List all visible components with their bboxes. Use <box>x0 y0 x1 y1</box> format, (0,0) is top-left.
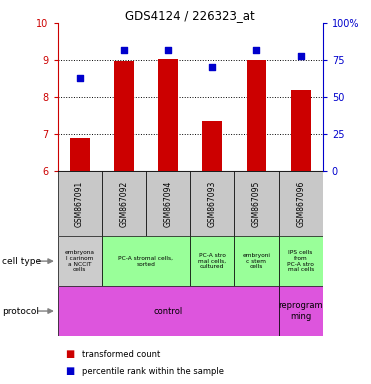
Text: ■: ■ <box>65 349 74 359</box>
Bar <box>279 236 323 286</box>
Text: GSM867092: GSM867092 <box>119 180 128 227</box>
Text: percentile rank within the sample: percentile rank within the sample <box>82 367 224 376</box>
Text: control: control <box>153 306 183 316</box>
Point <box>121 46 127 53</box>
Bar <box>246 60 266 171</box>
Text: PC-A stromal cells,
sorted: PC-A stromal cells, sorted <box>118 256 173 266</box>
Bar <box>234 171 279 236</box>
Bar <box>279 171 323 236</box>
Bar <box>190 171 234 236</box>
Bar <box>114 61 134 171</box>
Text: IPS cells
from
PC-A stro
mal cells: IPS cells from PC-A stro mal cells <box>287 250 314 272</box>
Bar <box>158 59 178 171</box>
Text: GSM867091: GSM867091 <box>75 180 84 227</box>
Point <box>253 46 259 53</box>
Bar <box>190 236 234 286</box>
Title: GDS4124 / 226323_at: GDS4124 / 226323_at <box>125 9 255 22</box>
Text: ■: ■ <box>65 366 74 376</box>
Bar <box>202 121 222 171</box>
Text: GSM867094: GSM867094 <box>164 180 173 227</box>
Text: transformed count: transformed count <box>82 350 160 359</box>
Bar <box>102 236 190 286</box>
Point <box>165 46 171 53</box>
Bar <box>58 236 102 286</box>
Text: embryona
l carinom
a NCCIT
cells: embryona l carinom a NCCIT cells <box>65 250 95 272</box>
Text: GSM867096: GSM867096 <box>296 180 305 227</box>
Point <box>77 74 83 81</box>
Bar <box>70 138 89 171</box>
Bar <box>291 90 311 171</box>
Text: reprogram
ming: reprogram ming <box>278 301 323 321</box>
Bar <box>279 286 323 336</box>
Text: cell type: cell type <box>2 257 41 266</box>
Bar <box>58 286 279 336</box>
Text: GSM867093: GSM867093 <box>208 180 217 227</box>
Bar <box>146 171 190 236</box>
Point <box>209 65 215 71</box>
Bar <box>102 171 146 236</box>
Bar <box>234 236 279 286</box>
Point <box>298 53 303 59</box>
Bar <box>58 171 102 236</box>
Text: GSM867095: GSM867095 <box>252 180 261 227</box>
Text: PC-A stro
mal cells,
cultured: PC-A stro mal cells, cultured <box>198 253 226 270</box>
Text: protocol: protocol <box>2 306 39 316</box>
Text: embryoni
c stem
cells: embryoni c stem cells <box>243 253 270 270</box>
